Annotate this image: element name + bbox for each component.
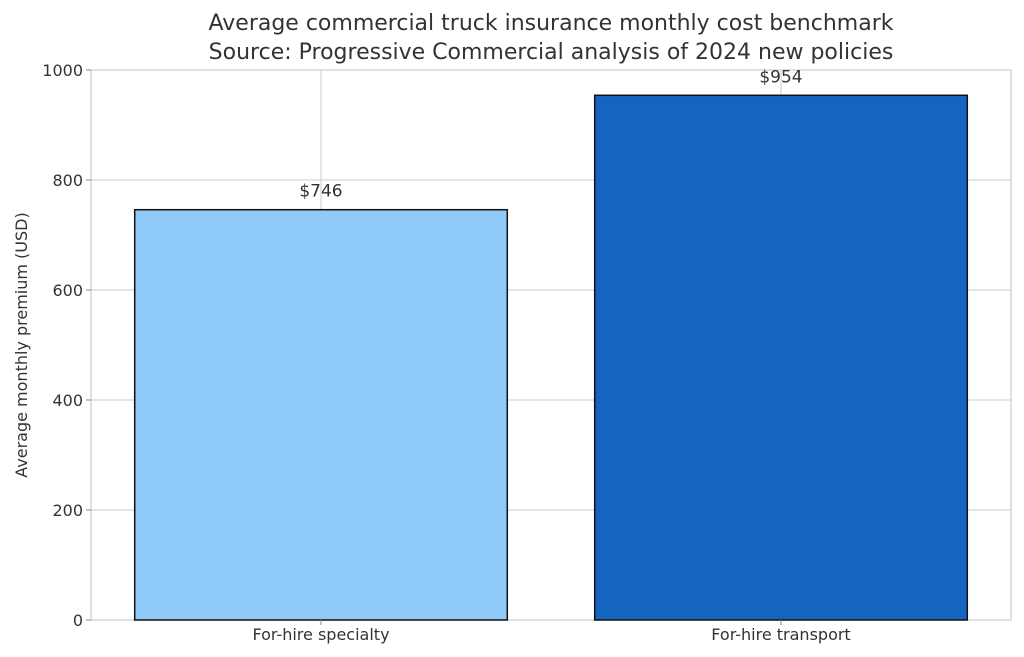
chart-subtitle: Source: Progressive Commercial analysis … [209, 40, 894, 65]
y-tick-label-0: 0 [73, 611, 83, 630]
y-axis-ticks: 0 200 400 600 800 1000 [42, 61, 91, 630]
y-tick-label-4: 800 [52, 171, 83, 190]
x-tick-label-0: For-hire specialty [252, 625, 389, 644]
y-axis-label: Average monthly premium (USD) [12, 212, 31, 477]
x-axis-ticks: For-hire specialty For-hire transport [252, 620, 851, 644]
y-tick-label-2: 400 [52, 391, 83, 410]
bar-1 [593, 94, 969, 621]
y-tick-label-1: 200 [52, 501, 83, 520]
data-label-0: $746 [299, 182, 342, 202]
bar-0 [133, 208, 509, 621]
bars: $746 $954 [133, 67, 969, 621]
chart-title: Average commercial truck insurance month… [209, 11, 894, 36]
x-tick-label-1: For-hire transport [711, 625, 850, 644]
data-label-1: $954 [759, 67, 802, 87]
plot-frame [90, 69, 1012, 621]
y-tick-label-3: 600 [52, 281, 83, 300]
y-tick-label-5: 1000 [42, 61, 83, 80]
